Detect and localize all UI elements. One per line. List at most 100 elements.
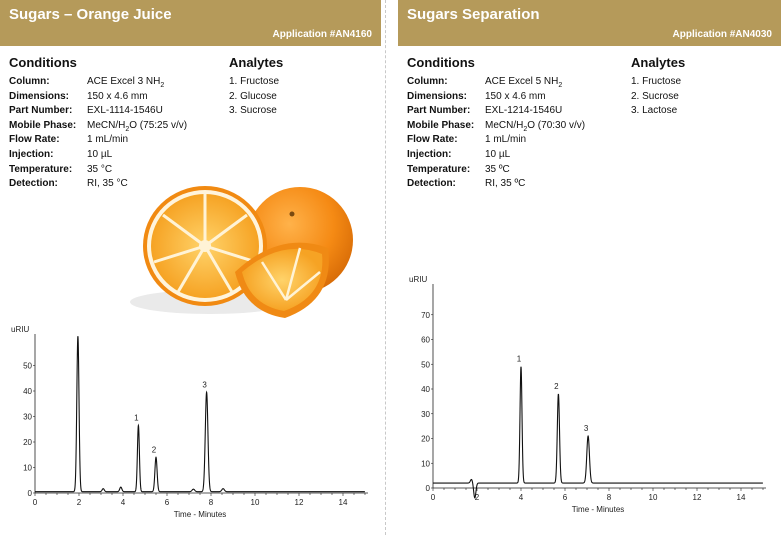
x-tick-label: 6 xyxy=(563,493,568,502)
condition-value: EXL-1114-1546U xyxy=(87,105,163,117)
left-header: Sugars – Orange Juice Application #AN416… xyxy=(0,0,381,46)
analyte-item: 2. Glucose xyxy=(229,90,277,102)
condition-label: Part Number: xyxy=(9,105,73,117)
condition-value: RI, 35 ºC xyxy=(485,178,526,190)
condition-label: Detection: xyxy=(9,178,58,190)
condition-label: Dimensions: xyxy=(407,90,468,102)
condition-value-rest: O (70:30 v/v) xyxy=(527,119,586,131)
condition-label: Temperature: xyxy=(9,163,73,175)
condition-row: Detection: RI, 35 ºC xyxy=(407,177,525,192)
condition-row: Detection: RI, 35 °C xyxy=(9,177,128,192)
x-tick-label: 12 xyxy=(693,493,702,502)
x-tick-label: 14 xyxy=(339,498,348,507)
peak-label: 1 xyxy=(134,413,139,422)
right-title: Sugars Separation xyxy=(407,6,540,23)
right-conditions-heading: Conditions xyxy=(407,55,475,70)
condition-row: Mobile Phase: MeCN/H2O (75:25 v/v) xyxy=(9,119,187,138)
y-axis-label: uRIU xyxy=(11,325,29,334)
y-tick-label: 50 xyxy=(421,360,430,369)
condition-row: Column: ACE Excel 3 NH2 xyxy=(9,75,164,94)
condition-subscript: 2 xyxy=(125,125,130,133)
x-tick-label: 12 xyxy=(295,498,304,507)
x-axis-label: Time - Minutes xyxy=(174,510,227,519)
condition-subscript: 2 xyxy=(523,125,528,133)
x-tick-label: 2 xyxy=(77,498,82,507)
condition-row: Column: ACE Excel 5 NH2 xyxy=(407,75,562,94)
y-tick-label: 40 xyxy=(421,385,430,394)
condition-value: 35 °C xyxy=(87,163,113,175)
y-tick-label: 70 xyxy=(421,311,430,320)
analyte-item: 2. Sucrose xyxy=(631,90,679,102)
y-tick-label: 60 xyxy=(421,336,430,345)
left-panel: Sugars – Orange Juice Application #AN416… xyxy=(0,0,381,535)
x-tick-label: 14 xyxy=(737,493,746,502)
y-tick-label: 30 xyxy=(421,410,430,419)
x-tick-label: 8 xyxy=(209,498,214,507)
x-tick-label: 10 xyxy=(649,493,658,502)
peak-label: 2 xyxy=(152,445,157,454)
condition-label: Temperature: xyxy=(407,163,471,175)
y-tick-label: 10 xyxy=(23,464,32,473)
condition-label: Column: xyxy=(407,76,448,87)
condition-label: Injection: xyxy=(407,149,452,160)
x-tick-label: 8 xyxy=(607,493,612,502)
condition-value: 35 ºC xyxy=(485,163,510,175)
condition-label: Dimensions: xyxy=(9,90,70,102)
y-axis-label: uRIU xyxy=(409,275,427,284)
x-tick-label: 0 xyxy=(431,493,436,502)
y-tick-label: 30 xyxy=(23,413,32,422)
orange-half xyxy=(143,186,267,306)
peak-label: 3 xyxy=(584,424,589,433)
condition-value: 1 mL/min xyxy=(485,134,527,146)
condition-row: Flow Rate: 1 mL/min xyxy=(9,133,128,148)
x-tick-label: 6 xyxy=(165,498,170,507)
condition-value: MeCN/H xyxy=(87,119,126,131)
condition-value: 150 x 4.6 mm xyxy=(87,90,148,102)
x-tick-label: 2 xyxy=(475,493,480,502)
condition-subscript: 2 xyxy=(160,82,165,89)
condition-value: 1 mL/min xyxy=(87,134,129,146)
analyte-item: 3. Lactose xyxy=(631,105,678,117)
condition-label: Detection: xyxy=(407,178,456,190)
condition-value-rest: O (75:25 v/v) xyxy=(129,119,188,131)
condition-label: Flow Rate: xyxy=(407,134,458,146)
condition-row: Injection: 10 µL xyxy=(407,148,510,163)
orange-wedge xyxy=(235,242,329,318)
condition-value: 10 µL xyxy=(485,149,511,160)
condition-value: ACE Excel 5 NH xyxy=(485,76,559,87)
condition-label: Mobile Phase: xyxy=(9,119,77,131)
peak-label: 2 xyxy=(554,382,559,391)
y-tick-label: 0 xyxy=(426,484,431,493)
peak-label: 3 xyxy=(202,380,207,389)
condition-row: Mobile Phase: MeCN/H2O (70:30 v/v) xyxy=(407,119,585,138)
condition-value: ACE Excel 3 NH xyxy=(87,76,161,87)
chromatogram-trace xyxy=(433,366,763,499)
left-app-number: Application #AN4160 xyxy=(272,29,372,40)
chromatogram-trace xyxy=(35,336,365,493)
condition-row: Dimensions: 150 x 4.6 mm xyxy=(9,90,148,105)
x-tick-label: 4 xyxy=(519,493,524,502)
y-tick-label: 20 xyxy=(23,438,32,447)
analyte-item: 1. Fructose xyxy=(229,76,280,87)
y-tick-label: 10 xyxy=(421,459,430,468)
condition-subscript: 2 xyxy=(558,82,563,89)
condition-value: RI, 35 °C xyxy=(87,178,128,190)
condition-row: Part Number: EXL-1114-1546U xyxy=(9,104,163,119)
condition-row: Temperature: 35 °C xyxy=(9,163,112,178)
condition-label: Part Number: xyxy=(407,105,471,117)
condition-row: Part Number: EXL-1214-1546U xyxy=(407,104,562,119)
right-app-number: Application #AN4030 xyxy=(672,29,772,40)
condition-label: Flow Rate: xyxy=(9,134,60,146)
condition-value: 150 x 4.6 mm xyxy=(485,90,546,102)
y-tick-label: 40 xyxy=(23,387,32,396)
condition-row: Dimensions: 150 x 4.6 mm xyxy=(407,90,546,105)
analyte-item: 3. Sucrose xyxy=(229,105,277,117)
condition-row: Temperature: 35 ºC xyxy=(407,163,510,178)
x-tick-label: 4 xyxy=(121,498,126,507)
x-tick-label: 10 xyxy=(251,498,260,507)
analyte-item: 1. Fructose xyxy=(631,76,682,87)
y-tick-label: 0 xyxy=(28,489,33,498)
condition-label: Column: xyxy=(9,76,50,87)
